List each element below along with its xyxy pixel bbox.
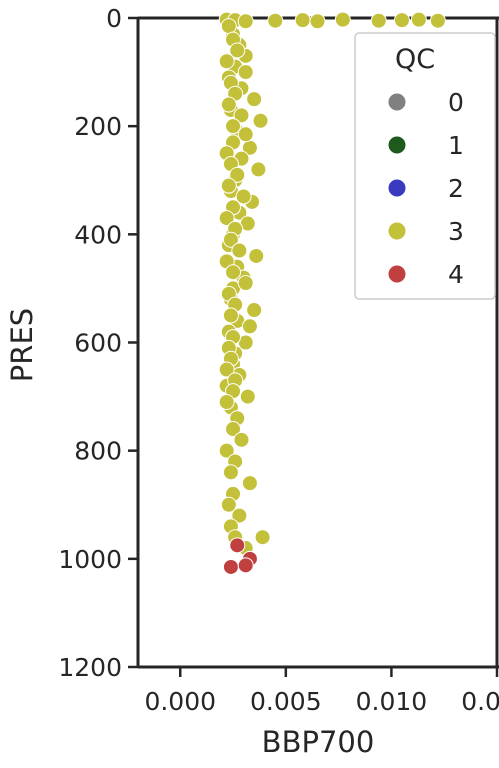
y-tick-label: 200 [74, 112, 122, 141]
data-point [310, 14, 325, 29]
legend-label: 4 [448, 260, 464, 289]
legend-label: 1 [448, 131, 464, 160]
data-point [219, 54, 234, 69]
data-point [247, 92, 262, 107]
x-tick-label: 0.005 [250, 687, 322, 716]
legend-title: QC [395, 44, 435, 75]
y-axis-title: PRES [5, 308, 39, 382]
data-point [223, 559, 238, 574]
data-point [240, 389, 255, 404]
y-axis-ticks: 0 200 400 600 800 1000 1200 [58, 4, 138, 682]
x-axis-title: BBP700 [262, 725, 375, 759]
data-point [295, 13, 310, 28]
data-point [221, 178, 236, 193]
data-point [238, 127, 253, 142]
data-point [242, 319, 257, 334]
data-point [247, 303, 262, 318]
legend-label: 3 [448, 217, 464, 246]
data-point [223, 308, 238, 323]
legend: QC 0 1 2 3 4 [355, 33, 495, 299]
data-point [394, 13, 409, 28]
data-point [226, 265, 241, 280]
data-point [242, 476, 257, 491]
data-point [238, 558, 253, 573]
legend-marker [388, 265, 406, 283]
data-point [221, 97, 236, 112]
legend-marker [388, 136, 406, 154]
data-point [238, 14, 253, 29]
data-point [232, 243, 247, 258]
data-point [255, 530, 270, 545]
x-tick-label: 0.015 [461, 687, 499, 716]
data-point [230, 538, 245, 553]
legend-label: 2 [448, 174, 464, 203]
x-tick-label: 0.010 [356, 687, 428, 716]
data-point [238, 65, 253, 80]
data-point [411, 12, 426, 27]
data-point [219, 394, 234, 409]
data-point [234, 432, 249, 447]
data-point [221, 19, 236, 34]
data-point [335, 12, 350, 27]
data-point [253, 113, 268, 128]
legend-marker [388, 222, 406, 240]
y-tick-label: 400 [74, 220, 122, 249]
legend-marker [388, 93, 406, 111]
data-point [223, 465, 238, 480]
data-point [371, 13, 386, 28]
data-point [268, 13, 283, 28]
legend-label: 0 [448, 88, 464, 117]
legend-marker [388, 179, 406, 197]
x-axis-ticks: 0.000 0.005 0.010 0.015 [144, 667, 499, 716]
x-tick-label: 0.000 [144, 687, 216, 716]
data-point [430, 13, 445, 28]
data-point [251, 162, 266, 177]
data-point [238, 276, 253, 291]
data-point [249, 248, 264, 263]
y-tick-label: 600 [74, 329, 122, 358]
y-tick-label: 0 [106, 4, 122, 33]
y-tick-label: 1000 [58, 545, 122, 574]
y-tick-label: 1200 [58, 653, 122, 682]
y-tick-label: 800 [74, 437, 122, 466]
